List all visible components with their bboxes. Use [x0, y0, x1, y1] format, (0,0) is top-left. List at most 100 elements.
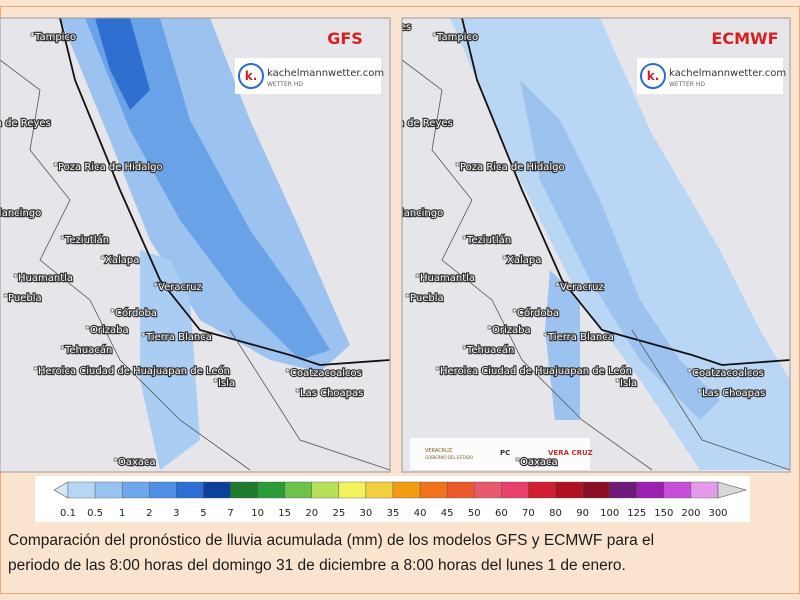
legend-label: 20 — [305, 508, 318, 519]
city-label: Valles — [382, 22, 411, 33]
city-label: Oaxaca — [118, 457, 156, 468]
legend-label: 0.1 — [60, 508, 76, 519]
legend-swatch — [311, 481, 340, 499]
legend: 0.1 0.5 1 2 3 5 7 10 15 20 25 30 35 40 45 50 60 70 80 90 100… — [35, 476, 750, 522]
city-label: Huamantla — [420, 273, 475, 284]
map-panel: GFS Tampico Huejutla de Reyes Poza Rica de… — [0, 18, 390, 472]
legend-label: 50 — [468, 508, 481, 519]
city-marker — [30, 32, 35, 37]
legend-label: 80 — [549, 508, 562, 519]
logo-icon — [640, 63, 666, 89]
logo-sub: WETTER HD — [669, 81, 705, 88]
legend-label: 150 — [654, 508, 673, 519]
city-label: Tehuacán — [64, 344, 112, 356]
city-label: Orizaba — [492, 325, 531, 336]
legend-swatch — [528, 481, 556, 499]
city-label: Tampico — [436, 32, 478, 43]
legend-swatch — [94, 481, 123, 499]
city-marker — [285, 368, 290, 373]
city-marker — [113, 457, 118, 462]
city-label: Veracruz — [560, 282, 604, 293]
logo-text: PC — [500, 449, 510, 457]
legend-swatch — [636, 481, 665, 499]
city-marker — [543, 332, 548, 337]
city-marker — [555, 282, 560, 287]
legend-swatch — [446, 481, 475, 499]
legend-label: 45 — [441, 508, 454, 519]
legend-label: 100 — [600, 508, 619, 519]
legend-swatch — [365, 481, 394, 499]
city-label: Córdoba — [115, 307, 157, 319]
city-label: Coatzacoalcos — [290, 368, 362, 379]
legend-label: 40 — [414, 508, 427, 519]
city-label: Tampico — [34, 32, 76, 43]
logo-mark: k. — [647, 69, 660, 83]
city-label: Heroica Ciudad de Huajuapan de León — [38, 365, 230, 377]
legend-swatch — [176, 481, 204, 499]
logo-text: VERACRUZ — [425, 448, 453, 454]
city-marker — [432, 32, 437, 37]
city-marker — [405, 293, 410, 298]
legend-label: 0.5 — [87, 508, 103, 519]
legend-swatch — [474, 481, 502, 499]
city-marker — [487, 325, 492, 330]
legend-label: 125 — [627, 508, 646, 519]
logo-sub: WETTER HD — [267, 81, 303, 88]
city-label: Huejutla de Reyes — [362, 118, 453, 129]
legend-label: 25 — [332, 508, 345, 519]
legend-swatch — [121, 481, 150, 499]
legend-label: 90 — [576, 508, 589, 519]
legend-swatch — [149, 481, 177, 499]
legend-swatch — [392, 481, 421, 499]
legend-swatch — [67, 481, 96, 499]
legend-swatch — [284, 481, 312, 499]
legend-label: 60 — [495, 508, 508, 519]
model-title: ECMWF — [711, 29, 778, 48]
city-marker — [462, 235, 467, 240]
city-label: Isla — [620, 378, 637, 389]
legend-swatch — [501, 481, 529, 499]
city-label: Huejutla de Reyes — [0, 118, 51, 129]
city-label: Tierra Blanca — [547, 332, 614, 343]
city-label: Poza Rica de Hidalgo — [460, 162, 565, 173]
city-marker — [110, 308, 115, 313]
model-title: GFS — [327, 29, 363, 48]
logo-text: VERA CRUZ — [548, 449, 593, 457]
legend-label: 7 — [227, 508, 233, 519]
legend-label: 300 — [708, 508, 727, 519]
city-marker — [100, 255, 105, 260]
city-label: Tulancingo — [389, 208, 443, 219]
legend-label: 70 — [522, 508, 535, 519]
city-label: Tehuacán — [466, 344, 514, 356]
city-marker — [462, 345, 467, 350]
legend-label: 5 — [200, 508, 206, 519]
city-label: Veracruz — [158, 282, 202, 293]
city-marker — [213, 378, 218, 383]
legend-swatch — [230, 481, 258, 499]
city-label: Teziutlán — [64, 234, 109, 246]
city-marker — [435, 366, 440, 371]
caption: periodo de las 8:00 horas del domingo 31… — [8, 557, 626, 574]
logo-icon — [238, 63, 264, 89]
legend-swatch — [203, 481, 231, 499]
city-label: Poza Rica de Hidalgo — [58, 162, 163, 173]
city-label: Tulancingo — [0, 208, 41, 219]
city-marker — [515, 457, 520, 462]
city-label: Teziutlán — [466, 234, 511, 246]
city-marker — [512, 308, 517, 313]
legend-swatch — [582, 481, 610, 499]
city-marker — [697, 388, 702, 393]
caption: Comparación del pronóstico de lluvia acu… — [8, 532, 654, 549]
legend-label: 2 — [146, 508, 152, 519]
legend-label: 30 — [360, 508, 373, 519]
city-label: Oaxaca — [520, 457, 558, 468]
city-label: Isla — [218, 378, 235, 389]
legend-swatch — [690, 481, 719, 499]
legend-arrow — [717, 481, 748, 499]
logo-mark: k. — [245, 69, 258, 83]
city-marker — [455, 162, 460, 167]
city-label: Puebla — [410, 293, 444, 304]
city-label: Tierra Blanca — [145, 332, 212, 343]
city-marker — [60, 235, 65, 240]
